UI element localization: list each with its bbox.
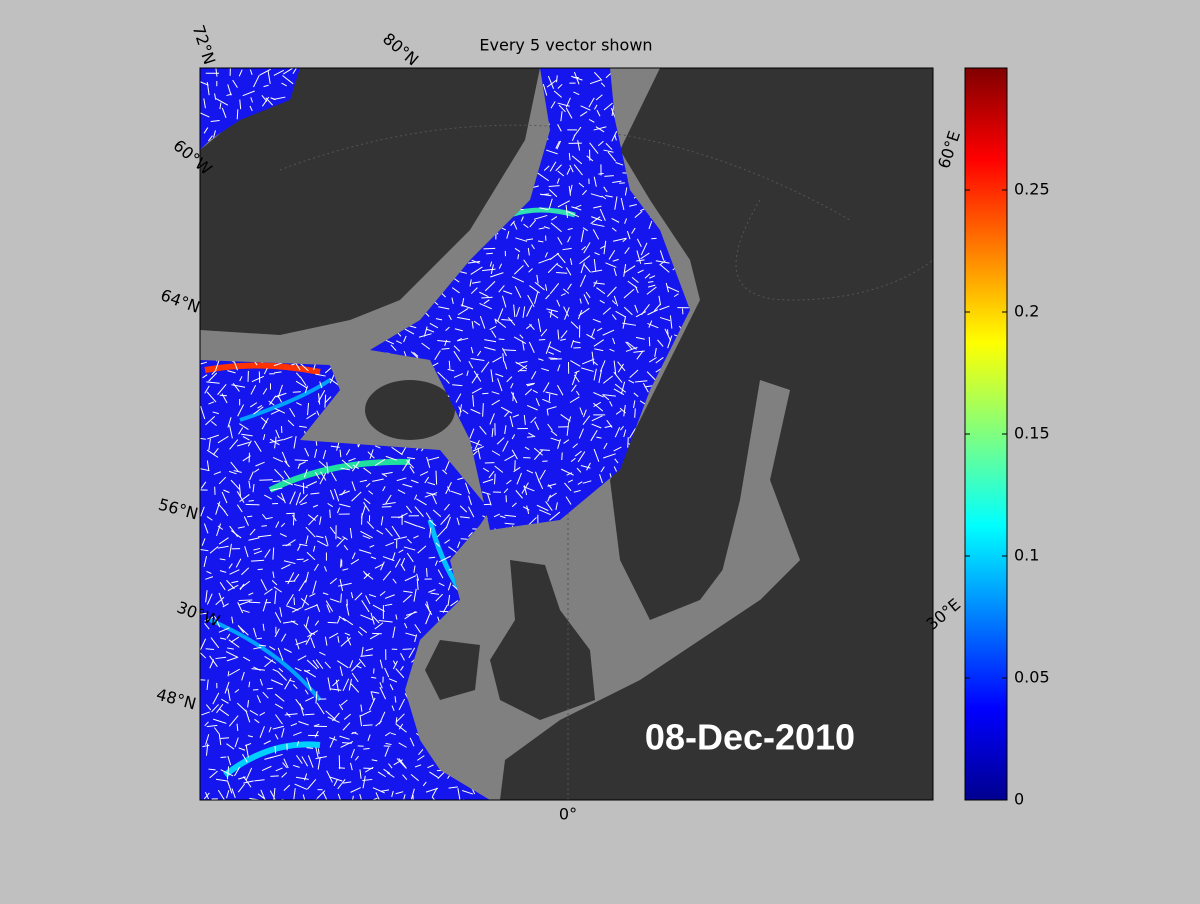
vector [330,510,331,518]
vector [363,725,373,726]
colorbar-tick-label: 0.2 [1014,302,1039,321]
map: 08-Dec-2010 [195,60,933,817]
colorbar-tick-label: 0.25 [1014,180,1050,199]
colorbar-tick-label: 0 [1014,790,1024,809]
vector [318,748,319,754]
vector [557,75,558,82]
vector [341,559,342,568]
vector [282,545,291,546]
vector [596,800,601,803]
vector [427,800,431,808]
vector [515,460,516,470]
vector [516,799,523,810]
vector [449,361,450,369]
vector [342,743,352,744]
graticule-label: 56°N [156,495,200,524]
vector [490,804,493,817]
vector [476,802,482,803]
vector [339,768,345,769]
vector [249,500,254,501]
vector [239,600,253,601]
vector [384,803,394,806]
graticule-label: 0° [559,805,577,824]
colorbar-tick-label: 0.15 [1014,424,1050,443]
date-label: 08-Dec-2010 [645,717,855,758]
vector [628,437,629,447]
vector [540,450,550,451]
vector [403,649,412,650]
vector [247,516,252,517]
vector [436,471,437,485]
vector [635,408,636,417]
map-title: Every 5 vector shown [479,36,652,55]
vector [527,437,534,438]
vector [363,748,369,749]
land [365,380,455,440]
vector [482,393,488,394]
vector [261,526,267,527]
vector [294,597,295,605]
graticule-label: 64°N [158,285,202,317]
colorbar [965,68,1007,800]
vector [238,804,249,807]
vector [275,746,276,753]
vector [495,474,496,485]
vector [294,804,300,812]
vector [486,253,493,254]
graticule-label: 60°E [934,128,964,170]
vector [293,513,294,525]
vector [591,803,594,811]
vector [549,394,550,401]
graticule-label: 48°N [154,685,198,714]
vector [267,688,273,689]
vector [649,337,650,346]
vector [562,452,563,460]
colorbar-tick-label: 0.1 [1014,546,1039,565]
vector [658,801,669,808]
vector [237,109,238,119]
vector [427,568,428,577]
colorbar-tick-label: 0.05 [1014,668,1050,687]
vector [307,748,314,749]
vector [499,339,505,340]
graticule-label: 72°N [189,23,220,67]
vector [598,173,603,174]
vector [305,714,315,715]
vector [634,800,636,807]
vector [440,611,449,612]
vector [440,801,446,803]
vector [297,559,304,560]
vector [249,602,260,603]
graticule-label: 80°N [379,29,422,69]
vector [483,403,484,417]
